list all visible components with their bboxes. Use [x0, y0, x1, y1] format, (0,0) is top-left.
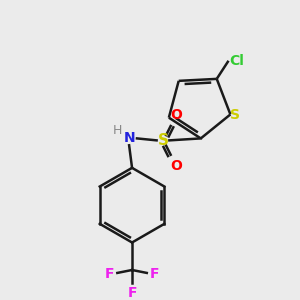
- Text: F: F: [127, 286, 137, 300]
- Text: H: H: [112, 124, 122, 137]
- Text: F: F: [105, 267, 114, 281]
- Text: N: N: [123, 131, 135, 146]
- Text: S: S: [158, 133, 169, 148]
- Text: Cl: Cl: [229, 54, 244, 68]
- Text: O: O: [170, 159, 182, 173]
- Text: F: F: [150, 267, 159, 281]
- Text: S: S: [230, 108, 240, 122]
- Text: O: O: [170, 108, 182, 122]
